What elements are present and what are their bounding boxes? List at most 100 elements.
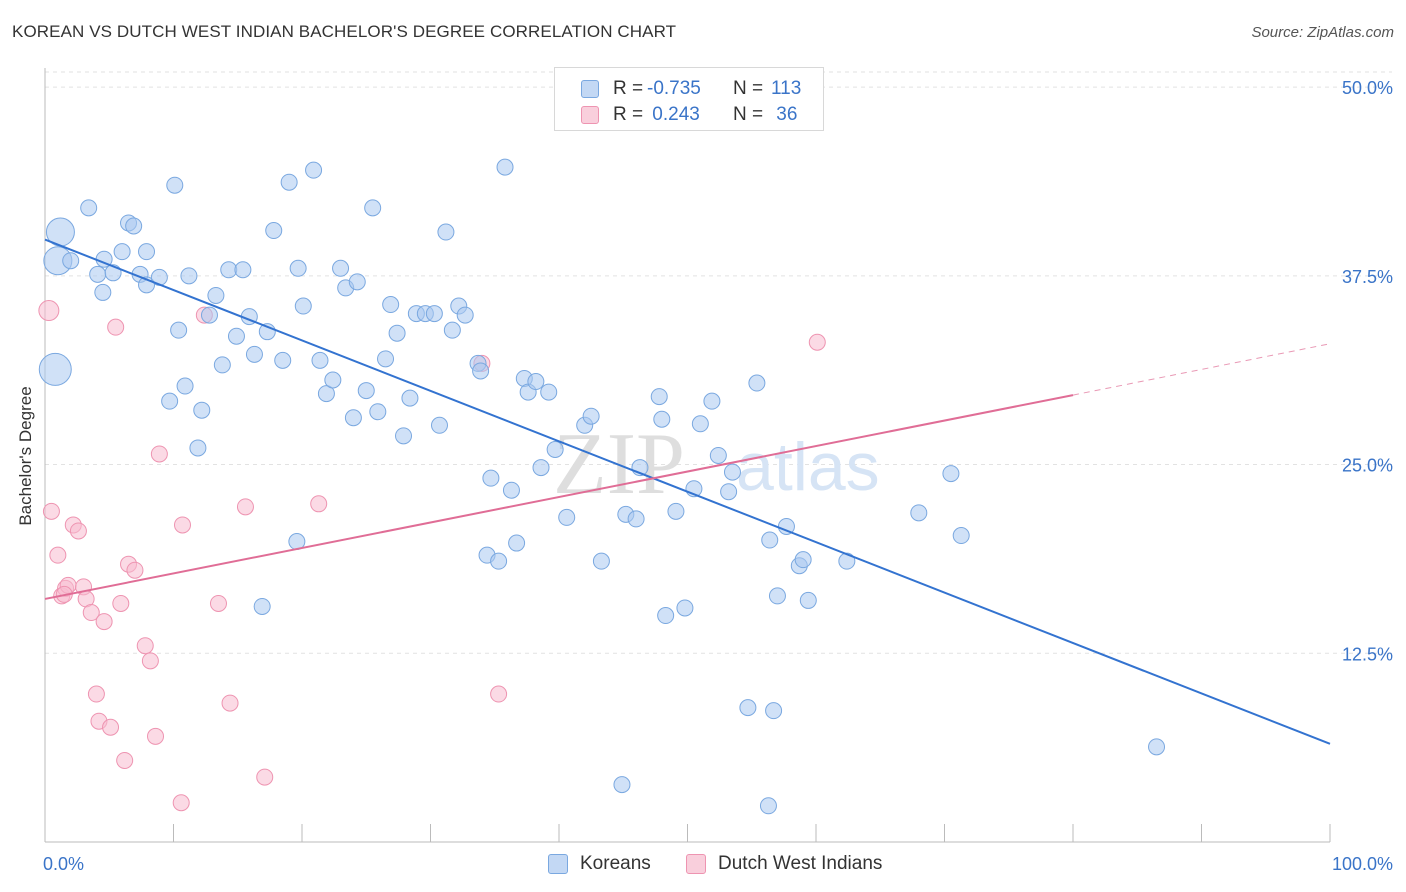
korean-point xyxy=(80,199,98,217)
korean-point xyxy=(207,286,225,304)
korean-point xyxy=(193,401,211,419)
legend-row-dutch: R = 0.243 N = 36 xyxy=(555,102,823,128)
dutch-point xyxy=(236,498,254,516)
korean-point xyxy=(317,385,335,403)
korean-point xyxy=(180,267,198,285)
dutch-trend-extension xyxy=(1072,343,1331,396)
korean-point xyxy=(430,416,448,434)
korean-point xyxy=(401,389,419,407)
korean-point xyxy=(739,699,757,717)
korean-point xyxy=(799,591,817,609)
korean-point xyxy=(748,374,766,392)
korean-point xyxy=(942,465,960,483)
korean-point xyxy=(265,222,283,240)
korean-point xyxy=(234,261,252,279)
korean-point xyxy=(540,383,558,401)
legend-n-value: 113 xyxy=(771,78,802,99)
dutch-point xyxy=(69,522,87,540)
dutch-point xyxy=(490,685,508,703)
korean-point xyxy=(305,161,323,179)
korean-point xyxy=(443,321,461,339)
korean-point xyxy=(527,373,545,391)
korean-point xyxy=(125,217,143,235)
korean-point xyxy=(357,382,375,400)
x-tick-label-min: 0.0% xyxy=(43,854,84,874)
korean-point xyxy=(676,599,694,617)
korean-point xyxy=(794,551,812,569)
bottom-legend-swatch-koreans xyxy=(548,854,568,874)
chart-title: KOREAN VS DUTCH WEST INDIAN BACHELOR'S D… xyxy=(12,22,677,41)
dutch-point xyxy=(82,604,100,622)
source-label: Source: ZipAtlas.com xyxy=(1251,24,1394,41)
korean-point xyxy=(369,403,387,421)
korean-point xyxy=(166,176,184,194)
korean-point xyxy=(482,469,500,487)
korean-point xyxy=(496,158,514,176)
korean-point xyxy=(176,377,194,395)
legend-r-value: -0.735 xyxy=(647,78,701,99)
korean-point xyxy=(245,345,263,363)
watermark-atlas: atlas xyxy=(736,429,880,505)
korean-point xyxy=(324,371,342,389)
dutch-point xyxy=(49,546,67,564)
y-tick-label: 12.5% xyxy=(1342,644,1393,664)
korean-point xyxy=(89,265,107,283)
korean-point xyxy=(332,259,350,277)
dutch-point xyxy=(147,727,165,745)
legend-row-koreans: R = -0.735 N = 113 xyxy=(555,76,823,102)
korean-point xyxy=(768,587,786,605)
korean-point xyxy=(395,427,413,445)
korean-point xyxy=(274,351,292,369)
dutch-point xyxy=(209,594,227,612)
dutch-point xyxy=(126,561,144,579)
dutch-point xyxy=(87,685,105,703)
korean-point xyxy=(311,351,329,369)
axes xyxy=(44,68,1331,843)
korean-point xyxy=(650,388,668,406)
x-tick-label-max: 100.0% xyxy=(1332,854,1393,874)
korean-point xyxy=(189,439,207,457)
korean-point xyxy=(838,552,856,570)
dutch-point xyxy=(95,613,113,631)
korean-point xyxy=(94,283,112,301)
dutch-point xyxy=(38,300,60,322)
dutch-point xyxy=(221,694,239,712)
korean-point xyxy=(723,463,741,481)
legend-n-value: 36 xyxy=(771,104,798,125)
korean-point xyxy=(377,350,395,368)
korean-point xyxy=(138,243,156,261)
korean-point xyxy=(425,305,443,323)
y-axis-label: Bachelor's Degree xyxy=(16,386,35,526)
korean-point xyxy=(546,440,564,458)
legend-r-label: R = xyxy=(613,104,644,125)
korean-point xyxy=(761,531,779,549)
legend-n-label: N = xyxy=(733,78,764,99)
korean-point xyxy=(280,173,298,191)
korean-point xyxy=(691,415,709,433)
legend-r-label: R = xyxy=(613,78,644,99)
korean-point xyxy=(582,407,600,425)
korean-point xyxy=(627,510,645,528)
legend-r-value: 0.243 xyxy=(647,104,700,125)
korean-point xyxy=(348,273,366,291)
korean-point xyxy=(667,502,685,520)
korean-point xyxy=(657,607,675,625)
korean-point xyxy=(113,243,131,261)
korean-point xyxy=(490,552,508,570)
korean-point xyxy=(38,352,72,386)
korean-point xyxy=(1148,738,1166,756)
korean-point xyxy=(709,446,727,464)
dutch-point xyxy=(116,751,134,769)
korean-point xyxy=(213,356,231,374)
korean-point xyxy=(613,776,631,794)
dutch-point xyxy=(107,318,125,336)
korean-point xyxy=(456,306,474,324)
korean-point xyxy=(703,392,721,410)
korean-point xyxy=(344,409,362,427)
korean-point xyxy=(437,223,455,241)
korean-point xyxy=(653,410,671,428)
korean-point xyxy=(289,259,307,277)
korean-point xyxy=(765,702,783,720)
korean-point xyxy=(508,534,526,552)
korean-point xyxy=(558,508,576,526)
